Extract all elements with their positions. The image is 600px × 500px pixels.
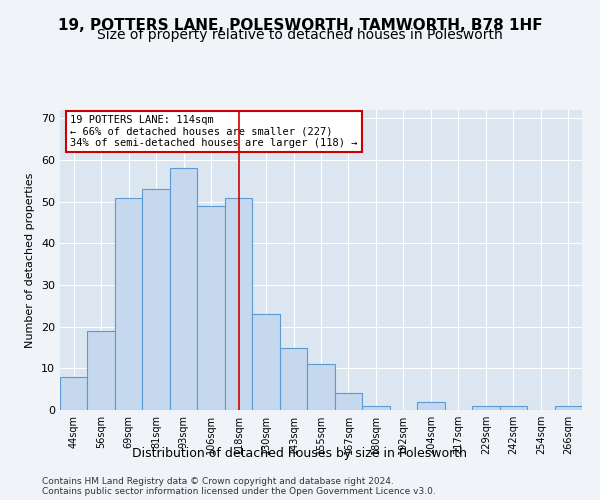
Bar	[472, 406, 500, 410]
Bar	[170, 168, 197, 410]
Bar	[280, 348, 307, 410]
Text: Contains public sector information licensed under the Open Government Licence v3: Contains public sector information licen…	[42, 488, 436, 496]
Text: Distribution of detached houses by size in Polesworth: Distribution of detached houses by size …	[133, 448, 467, 460]
Text: Contains HM Land Registry data © Crown copyright and database right 2024.: Contains HM Land Registry data © Crown c…	[42, 478, 394, 486]
Bar	[142, 189, 170, 410]
Bar	[554, 406, 582, 410]
Bar	[115, 198, 142, 410]
Bar	[225, 198, 253, 410]
Text: 19 POTTERS LANE: 114sqm
← 66% of detached houses are smaller (227)
34% of semi-d: 19 POTTERS LANE: 114sqm ← 66% of detache…	[70, 115, 358, 148]
Text: 19, POTTERS LANE, POLESWORTH, TAMWORTH, B78 1HF: 19, POTTERS LANE, POLESWORTH, TAMWORTH, …	[58, 18, 542, 32]
Text: Size of property relative to detached houses in Polesworth: Size of property relative to detached ho…	[97, 28, 503, 42]
Bar	[417, 402, 445, 410]
Y-axis label: Number of detached properties: Number of detached properties	[25, 172, 35, 348]
Bar	[88, 331, 115, 410]
Bar	[307, 364, 335, 410]
Bar	[500, 406, 527, 410]
Bar	[362, 406, 389, 410]
Bar	[253, 314, 280, 410]
Bar	[197, 206, 225, 410]
Bar	[335, 394, 362, 410]
Bar	[60, 376, 88, 410]
